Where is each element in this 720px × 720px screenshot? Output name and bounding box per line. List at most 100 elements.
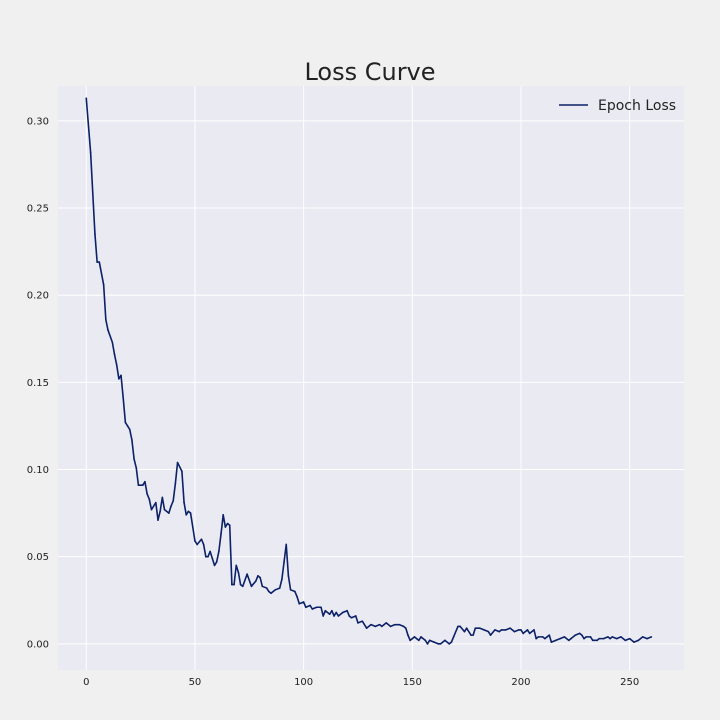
- data-point: [205, 555, 207, 558]
- data-point: [255, 580, 257, 582]
- data-point: [322, 615, 324, 617]
- grid: [58, 86, 684, 670]
- data-point: [294, 590, 296, 593]
- data-point: [96, 261, 98, 263]
- x-tick-label: 0: [83, 677, 89, 688]
- data-point: [331, 609, 333, 612]
- data-point: [200, 538, 203, 541]
- data-point: [583, 637, 585, 640]
- y-tick-label: 0.15: [27, 378, 49, 389]
- data-point: [146, 493, 148, 495]
- data-point: [226, 522, 229, 525]
- data-point: [378, 623, 381, 626]
- data-point: [207, 555, 209, 558]
- data-point: [144, 480, 146, 483]
- data-point: [470, 634, 472, 636]
- data-point: [115, 364, 118, 366]
- data-point: [609, 637, 611, 640]
- data-point: [281, 578, 283, 581]
- data-point: [418, 639, 420, 642]
- data-point: [320, 606, 322, 609]
- series-points: [85, 97, 653, 645]
- data-point: [335, 611, 338, 614]
- data-point: [220, 533, 222, 535]
- data-point: [257, 575, 259, 577]
- data-point: [581, 634, 583, 636]
- data-point: [296, 595, 298, 598]
- y-axis-ticks: 0.00 0.05 0.10 0.15 0.20 0.25 0.30: [27, 116, 49, 650]
- data-point: [337, 615, 340, 617]
- x-tick-label: 50: [189, 677, 202, 688]
- data-point: [533, 629, 535, 631]
- data-point: [520, 629, 522, 631]
- data-point: [607, 636, 609, 638]
- data-point: [641, 636, 644, 638]
- data-point: [120, 374, 122, 377]
- data-point: [463, 630, 466, 633]
- data-point: [315, 606, 318, 609]
- data-point: [181, 470, 183, 473]
- data-point: [578, 632, 581, 635]
- data-point: [398, 623, 401, 626]
- data-point: [89, 151, 92, 154]
- data-point: [526, 629, 529, 631]
- data-point: [472, 634, 474, 636]
- data-point: [500, 629, 503, 631]
- x-tick-label: 200: [511, 677, 530, 688]
- data-point: [450, 641, 453, 643]
- x-tick-label: 150: [403, 677, 422, 688]
- data-point: [407, 634, 409, 636]
- data-point: [157, 519, 159, 521]
- data-point: [365, 627, 368, 629]
- data-point: [102, 283, 105, 286]
- data-point: [228, 524, 231, 527]
- data-point: [381, 625, 383, 628]
- data-point: [646, 637, 648, 640]
- data-point: [94, 233, 96, 235]
- data-point: [409, 639, 411, 642]
- data-point: [459, 625, 461, 628]
- data-point: [148, 498, 151, 500]
- y-tick-label: 0.25: [27, 204, 49, 215]
- data-point: [559, 637, 561, 640]
- data-point: [374, 625, 377, 628]
- data-point: [113, 353, 116, 356]
- data-point: [513, 630, 516, 633]
- data-point: [478, 627, 481, 629]
- x-tick-label: 100: [294, 677, 313, 688]
- data-point: [509, 627, 511, 629]
- data-point: [287, 575, 290, 577]
- data-point: [570, 637, 572, 640]
- legend: Epoch Loss: [559, 98, 676, 114]
- data-point: [615, 637, 618, 640]
- data-point: [183, 501, 185, 504]
- data-point: [159, 510, 161, 513]
- data-point: [135, 466, 138, 469]
- data-point: [448, 643, 451, 645]
- data-point: [489, 634, 492, 636]
- data-point: [354, 615, 357, 617]
- data-point: [426, 643, 429, 645]
- data-point: [433, 641, 435, 643]
- data-point: [268, 590, 270, 593]
- data-point: [194, 540, 196, 542]
- data-point: [298, 602, 301, 605]
- data-point: [413, 636, 416, 638]
- y-tick-label: 0.10: [27, 465, 49, 476]
- data-point: [602, 637, 605, 640]
- data-point: [213, 564, 216, 567]
- data-point: [246, 573, 248, 575]
- y-tick-label: 0.20: [27, 291, 49, 302]
- data-point: [620, 636, 622, 638]
- data-point: [650, 636, 653, 638]
- data-point: [131, 439, 133, 441]
- data-point: [111, 341, 114, 344]
- data-point: [172, 500, 174, 502]
- data-point: [637, 639, 640, 642]
- data-point: [465, 627, 468, 629]
- data-point: [224, 526, 227, 528]
- data-point: [628, 637, 631, 640]
- data-point: [150, 508, 153, 511]
- data-point: [439, 643, 442, 645]
- data-point: [487, 630, 490, 633]
